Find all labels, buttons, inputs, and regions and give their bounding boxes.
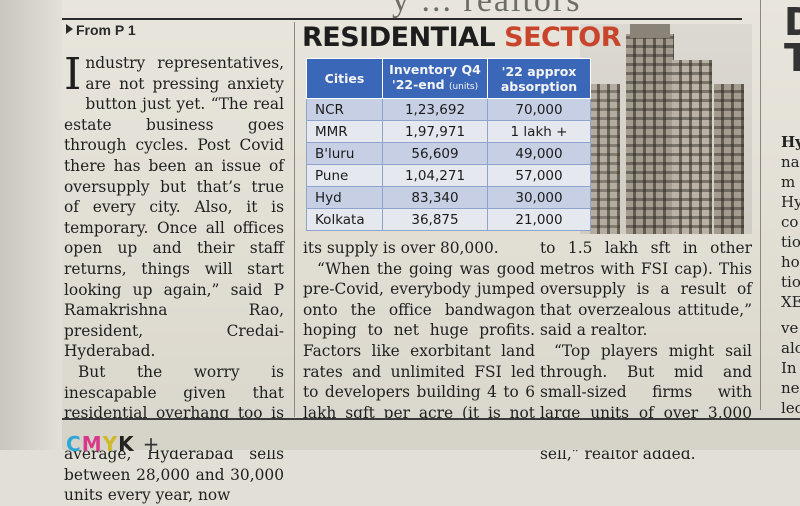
inventory-cell: 36,875 — [382, 208, 488, 231]
cmyk-registration-mark: CMYK + — [66, 432, 161, 456]
cropped-headline-letter: D — [784, 0, 800, 44]
cropped-text-fragment: lec — [781, 399, 800, 417]
city-cell: B'luru — [306, 142, 383, 165]
inventory-cell: 1,23,692 — [382, 98, 488, 121]
building-crown — [630, 24, 670, 38]
city-cell: NCR — [306, 98, 383, 121]
article-column-2: its supply is over 80,000. “When the goi… — [303, 238, 535, 444]
headline-rule — [62, 18, 742, 20]
cropped-text-fragment: ve — [781, 319, 799, 337]
cropped-text-fragment: alc — [781, 339, 800, 357]
city-cell: Pune — [306, 164, 383, 187]
table-row: Kolkata 36,875 21,000 — [306, 208, 591, 231]
title-word-residential: RESIDENTIAL — [302, 24, 496, 53]
cropped-headline: y ... realtors — [392, 0, 582, 19]
table-row: Hyd 83,340 30,000 — [306, 186, 591, 209]
cropped-text-fragment: Hy — [781, 193, 800, 211]
table-header-row: Cities Inventory Q4 '22-end (units) '22 … — [306, 58, 591, 99]
inventory-table: Cities Inventory Q4 '22-end (units) '22 … — [306, 58, 591, 231]
city-cell: Hyd — [306, 186, 383, 209]
infographic-title: RESIDENTIAL SECTOR — [302, 24, 622, 53]
bottom-rule — [62, 418, 800, 420]
inventory-cell: 1,97,971 — [382, 120, 488, 143]
cropped-text-fragment: tio — [781, 273, 800, 291]
paragraph-text: ndustry representatives, are not pressin… — [64, 54, 284, 361]
cropped-headline-letter: T — [784, 36, 800, 80]
page-bottom-margin — [62, 418, 800, 450]
title-word-sector: SECTOR — [504, 24, 622, 53]
table-row: B'luru 56,609 49,000 — [306, 142, 591, 165]
cropped-text-fragment: m — [781, 173, 796, 191]
cropped-text-fragment: co — [781, 213, 799, 231]
absorption-cell: 1 lakh + — [487, 120, 591, 143]
city-cell: Kolkata — [306, 208, 383, 231]
building-photo — [714, 84, 744, 234]
drop-cap: I — [64, 49, 82, 100]
inventory-cell: 56,609 — [382, 142, 488, 165]
column-divider — [760, 0, 761, 410]
absorption-cell: 49,000 — [487, 142, 591, 165]
cropped-text-fragment: tio — [781, 233, 800, 251]
column-divider — [294, 22, 295, 417]
cropped-text-fragment: ho — [781, 253, 800, 271]
building-photo — [672, 60, 712, 234]
building-photo — [626, 34, 674, 234]
header-inventory: Inventory Q4 '22-end (units) — [382, 58, 488, 99]
page-fold-shadow — [0, 0, 62, 450]
inventory-cell: 1,04,271 — [382, 164, 488, 187]
absorption-cell: 57,000 — [487, 164, 591, 187]
adjacent-article-fragment: D T Hy na m Hy co tio ho tio XE ve alc In ne lec — [762, 0, 800, 420]
top-headline-strip: y ... realtors — [62, 0, 800, 20]
absorption-cell: 30,000 — [487, 186, 591, 209]
city-cell: MMR — [306, 120, 383, 143]
cropped-text-fragment: ne — [781, 379, 800, 397]
from-page-text: From P 1 — [76, 22, 136, 38]
cropped-text-fragment: na — [781, 153, 800, 171]
inventory-cell: 83,340 — [382, 186, 488, 209]
cropped-text-fragment: XE — [781, 293, 800, 311]
residential-sector-infographic: RESIDENTIAL SECTOR Cities Inventory Q4 '… — [300, 24, 752, 234]
absorption-cell: 21,000 — [487, 208, 591, 231]
continuation-label: From P 1 — [66, 22, 136, 38]
building-photo — [590, 84, 620, 234]
header-cities: Cities — [306, 58, 383, 99]
table-row: Pune 1,04,271 57,000 — [306, 164, 591, 187]
paragraph: its supply is over 80,000. — [303, 239, 499, 257]
absorption-cell: 70,000 — [487, 98, 591, 121]
table-row: MMR 1,97,971 1 lakh + — [306, 120, 591, 143]
table-row: NCR 1,23,692 70,000 — [306, 98, 591, 121]
cropped-text-fragment: Hy — [781, 133, 800, 151]
paragraph: “When the going was good pre-Covid, ever… — [303, 259, 535, 443]
triangle-bullet-icon — [66, 24, 73, 34]
paragraph: to 1.5 lakh sft in other metros with FSI… — [540, 239, 752, 340]
header-absorption: '22 approx absorption — [487, 58, 591, 99]
cropped-text-fragment: In — [781, 359, 797, 377]
